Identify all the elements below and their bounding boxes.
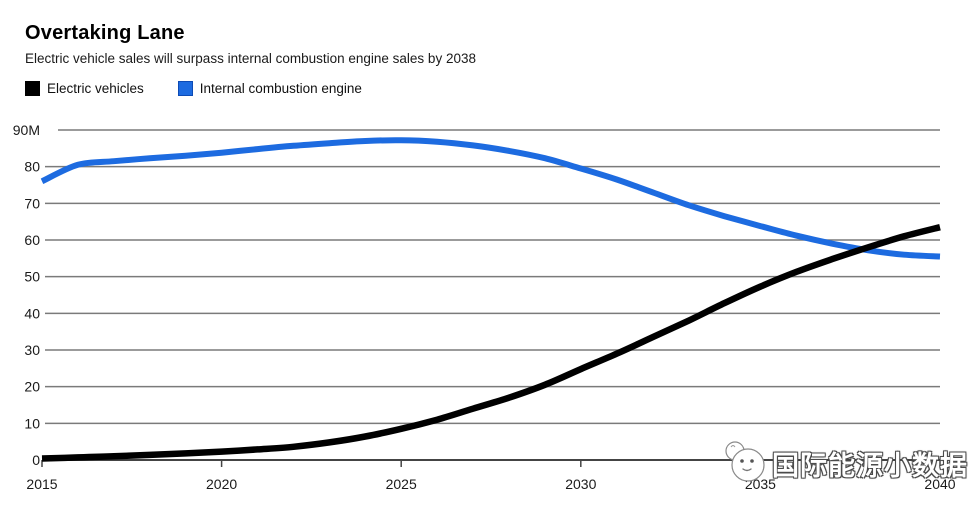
legend-item-internal-combustion-engine: Internal combustion engine [177, 81, 362, 96]
chart-subtitle: Electric vehicle sales will surpass inte… [25, 51, 476, 66]
x-tick-label: 2040 [924, 476, 955, 492]
legend-item-electric-vehicles: Electric vehicles [25, 81, 144, 96]
series-line-electric-vehicles [41, 224, 941, 462]
y-tick-label: 0 [32, 452, 40, 468]
y-tick-label: 20 [24, 379, 40, 395]
y-tick-label: 90M [13, 122, 40, 138]
x-tick-label: 2025 [386, 476, 417, 492]
y-tick-label: 40 [24, 305, 40, 321]
x-tick-label: 2030 [565, 476, 596, 492]
legend-swatch-internal-combustion-engine [177, 81, 193, 96]
y-tick-label: 80 [24, 159, 40, 175]
x-tick-label: 2015 [26, 476, 57, 492]
legend-label-internal-combustion-engine: Internal combustion engine [199, 81, 362, 96]
y-tick-label: 10 [24, 415, 40, 431]
x-tick-label: 2035 [745, 476, 776, 492]
legend-label-electric-vehicles: Electric vehicles [47, 81, 144, 96]
series-line-internal-combustion-engine [40, 137, 941, 260]
y-tick-label: 50 [24, 269, 40, 285]
legend: Electric vehicles Internal combustion en… [25, 81, 362, 96]
y-tick-label: 30 [24, 342, 40, 358]
y-tick-label: 70 [24, 195, 40, 211]
x-tick-label: 2020 [206, 476, 237, 492]
legend-swatch-electric-vehicles [25, 81, 40, 96]
y-tick-label: 60 [24, 232, 40, 248]
chart-title: Overtaking Lane [25, 22, 185, 44]
